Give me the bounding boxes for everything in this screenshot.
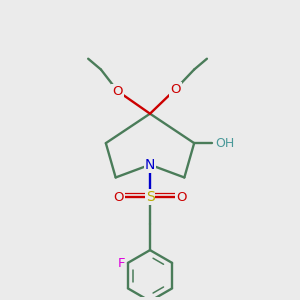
Text: F: F: [117, 257, 125, 270]
Text: O: O: [112, 85, 123, 98]
Text: OH: OH: [215, 136, 234, 150]
Text: O: O: [170, 82, 181, 96]
Text: S: S: [146, 190, 154, 204]
Text: O: O: [113, 190, 124, 204]
Text: O: O: [176, 190, 187, 204]
Text: N: N: [145, 158, 155, 172]
